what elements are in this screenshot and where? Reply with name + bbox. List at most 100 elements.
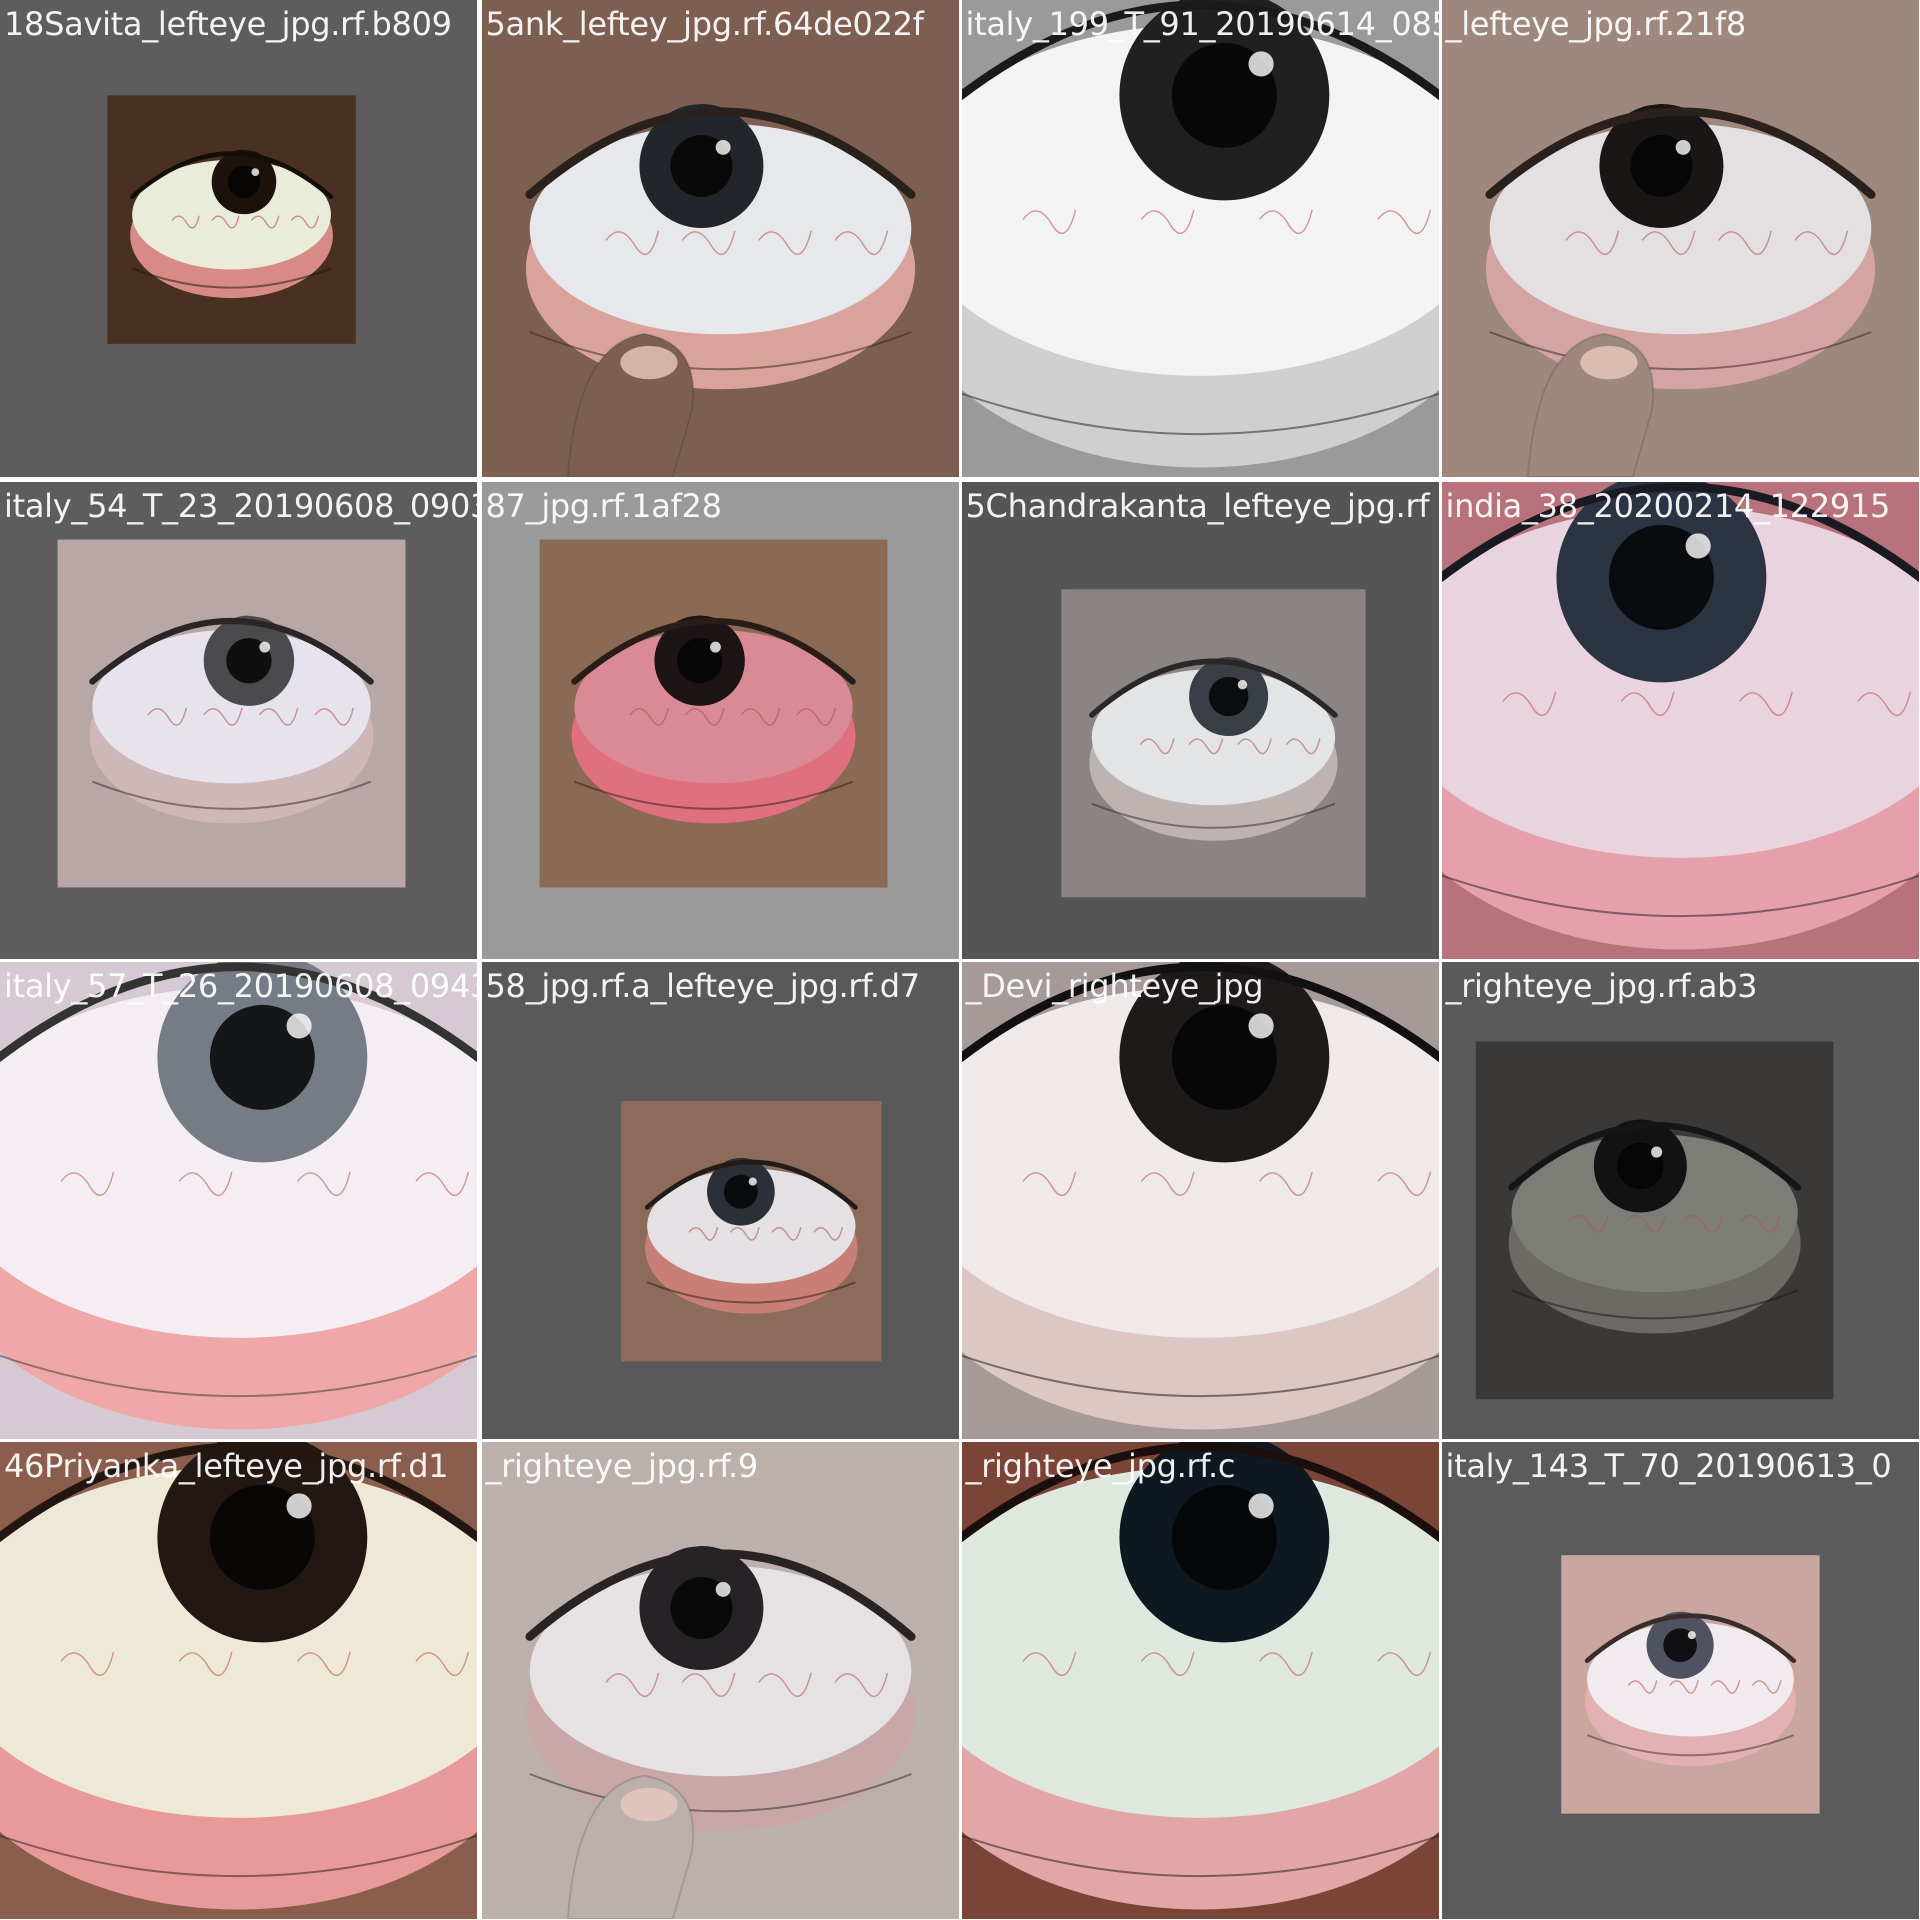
- blood-vessel: [604, 1672, 659, 1697]
- upper-lash-line: [129, 151, 334, 199]
- upper-eyelid: [1482, 1041, 1826, 1196]
- image-tile: 46Priyanka_lefteye_jpg.rf.d1: [0, 1441, 477, 1919]
- eye-photo: [481, 961, 959, 1439]
- image-tile: italy_199_T_91_20190614_085732_lefteye: [961, 0, 1439, 477]
- upper-lash-line: [1584, 1612, 1796, 1663]
- upper-eyelid: [64, 539, 399, 690]
- catchlight: [1687, 1630, 1696, 1639]
- blood-vessel: [771, 1226, 801, 1241]
- lower-lash-line: [1510, 1289, 1798, 1319]
- blood-vessel: [757, 230, 812, 256]
- eye-photo: [961, 0, 1439, 477]
- blood-vessel: [1717, 230, 1772, 256]
- blood-vessel: [1620, 691, 1675, 716]
- blood-vessel: [1739, 1213, 1781, 1233]
- upper-eyelid: [625, 1100, 876, 1214]
- upper-eyelid: [961, 961, 1439, 1045]
- upper-lash-line: [961, 961, 1439, 1062]
- image-tile: italy_54_T_23_20190608_0903: [0, 481, 477, 959]
- lower-lash-line: [92, 780, 372, 810]
- lower-lash-line: [573, 780, 853, 810]
- sclera: [132, 159, 331, 270]
- blood-vessel: [1258, 1651, 1313, 1676]
- sclera: [1489, 123, 1871, 335]
- blood-vessel: [740, 707, 780, 726]
- lower-lash-line: [528, 331, 912, 371]
- image-tile: _Devi_righteye_jpg: [961, 961, 1439, 1439]
- blood-vessel: [297, 1171, 351, 1196]
- upper-eyelid: [1441, 481, 1919, 565]
- fingernail: [619, 1787, 678, 1821]
- upper-lash-line: [524, 1548, 916, 1641]
- sclera: [573, 629, 853, 783]
- catchlight: [286, 1492, 312, 1519]
- upper-eyelid: [491, 1441, 949, 1648]
- blood-vessel: [729, 1226, 760, 1241]
- blood-vessel: [1376, 1651, 1431, 1676]
- lower-lash-line: [131, 267, 332, 289]
- upper-lash-line: [524, 107, 916, 199]
- catchlight: [748, 1177, 757, 1186]
- upper-lash-line: [570, 617, 856, 685]
- upper-lash-line: [1484, 107, 1876, 199]
- lower-lash-line: [0, 1354, 477, 1397]
- catchlight: [1247, 1012, 1274, 1039]
- image-tile: india_38_20200214_122915: [1441, 481, 1919, 959]
- upper-eyelid: [1565, 1554, 1814, 1667]
- blood-vessel: [687, 1226, 718, 1241]
- blood-vessel: [1567, 1213, 1609, 1233]
- catchlight: [1247, 51, 1274, 77]
- blood-vessel: [681, 230, 736, 256]
- blood-vessel: [812, 1226, 843, 1241]
- blood-vessel: [1285, 737, 1321, 754]
- upper-eyelid: [112, 95, 351, 203]
- catchlight: [1247, 1492, 1274, 1519]
- lower-lash-line: [528, 1772, 912, 1812]
- catchlight: [251, 168, 260, 177]
- blood-vessel: [415, 1651, 470, 1676]
- upper-lash-line: [1507, 1121, 1801, 1191]
- image-tile: _lefteye_jpg.rf.21f8: [1441, 0, 1919, 477]
- blood-vessel: [604, 230, 659, 256]
- blood-vessel: [60, 1171, 115, 1196]
- blood-vessel: [795, 707, 836, 726]
- blood-vessel: [1751, 1679, 1782, 1694]
- image-tile: italy_57_T_26_20190608_0943: [0, 961, 477, 1439]
- image-tile: italy_143_T_70_20190613_0: [1441, 1441, 1919, 1919]
- eye-photo: [961, 1441, 1439, 1919]
- image-tile: 18Savita_lefteye_jpg.rf.b809: [0, 0, 477, 477]
- lower-lash-line: [1441, 874, 1919, 917]
- eye-photo: [0, 961, 477, 1439]
- blood-vessel: [1376, 209, 1431, 235]
- blood-vessel: [1856, 691, 1911, 716]
- blood-vessel: [757, 1672, 812, 1697]
- upper-eyelid: [0, 1441, 477, 1525]
- blood-vessel: [1682, 1213, 1723, 1233]
- sclera: [646, 1168, 855, 1284]
- upper-eyelid: [0, 961, 477, 1045]
- image-tile: _righteye_jpg.rf.c: [961, 1441, 1439, 1919]
- blood-vessel: [628, 707, 669, 726]
- sclera: [92, 629, 371, 783]
- blood-vessel: [681, 1672, 736, 1697]
- blood-vessel: [258, 707, 299, 726]
- blood-vessel: [1501, 691, 1556, 716]
- blood-vessel: [1641, 230, 1696, 256]
- lower-lash-line: [1090, 802, 1335, 829]
- catchlight: [1650, 1145, 1662, 1158]
- eye-photo: [1441, 0, 1919, 477]
- blood-vessel: [1140, 209, 1195, 235]
- blood-vessel: [1258, 209, 1313, 235]
- eye-photo: [481, 0, 959, 477]
- eye-photo: [961, 481, 1439, 959]
- fingernail: [1579, 345, 1638, 380]
- blood-vessel: [1140, 1171, 1195, 1196]
- upper-eyelid: [961, 0, 1439, 83]
- eye-photo: [0, 481, 477, 959]
- upper-lash-line: [961, 1441, 1439, 1542]
- catchlight: [286, 1012, 312, 1039]
- blood-vessel: [1668, 1679, 1699, 1694]
- blood-vessel: [250, 215, 280, 229]
- lower-lash-line: [961, 1354, 1439, 1397]
